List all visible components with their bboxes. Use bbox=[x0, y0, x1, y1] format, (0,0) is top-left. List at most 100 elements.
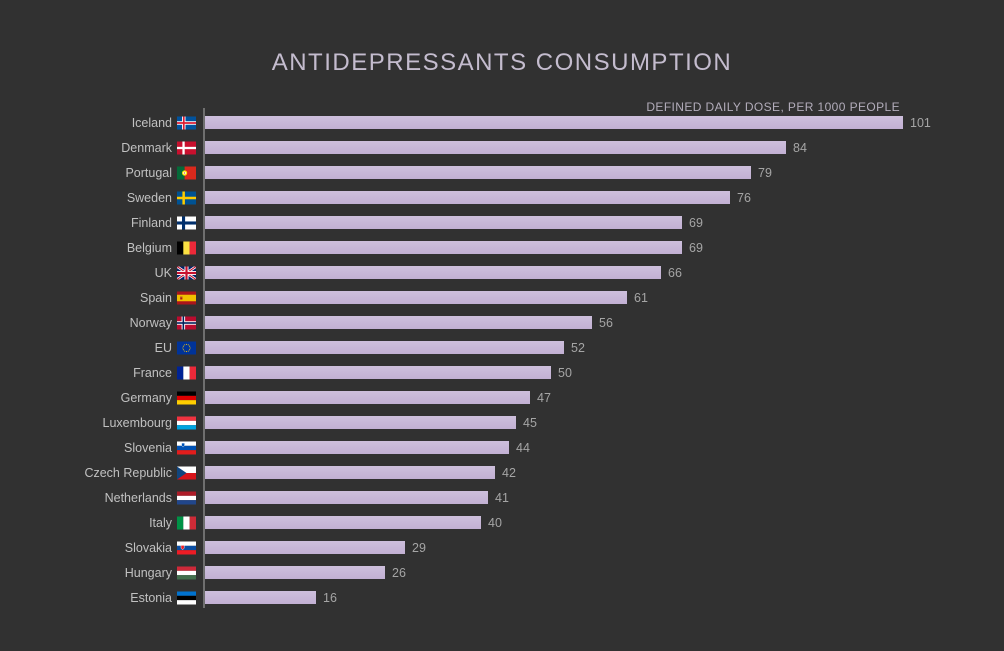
value-label: 56 bbox=[599, 315, 613, 330]
country-label: Finland bbox=[131, 215, 172, 230]
france-flag-icon bbox=[177, 366, 196, 379]
category-axis-line bbox=[203, 108, 205, 608]
value-label: 41 bbox=[495, 490, 509, 505]
value-label: 40 bbox=[488, 515, 502, 530]
germany-flag-icon bbox=[177, 391, 196, 404]
bar-rows: Iceland 101 Denmark 84 Portugal 79 Sweden 76 Fin… bbox=[0, 110, 1004, 610]
finland-flag-icon bbox=[177, 216, 196, 229]
hungary-flag-icon bbox=[177, 566, 196, 579]
country-label: Slovenia bbox=[124, 440, 172, 455]
value-bar bbox=[205, 316, 592, 329]
value-bar bbox=[205, 391, 530, 404]
bar-row: Spain 61 bbox=[0, 285, 1004, 310]
iceland-flag-icon bbox=[177, 116, 196, 129]
bar-row: Estonia 16 bbox=[0, 585, 1004, 610]
value-bar bbox=[205, 191, 730, 204]
country-label: Sweden bbox=[126, 190, 172, 205]
value-bar bbox=[205, 591, 316, 604]
bar-row: EU 52 bbox=[0, 335, 1004, 360]
bar-row: Italy 40 bbox=[0, 510, 1004, 535]
value-bar bbox=[205, 366, 551, 379]
value-bar bbox=[205, 541, 405, 554]
value-label: 101 bbox=[910, 115, 931, 130]
value-label: 42 bbox=[502, 465, 516, 480]
value-label: 66 bbox=[668, 265, 682, 280]
country-label: Iceland bbox=[131, 115, 172, 130]
value-label: 44 bbox=[516, 440, 530, 455]
value-bar bbox=[205, 291, 627, 304]
value-label: 50 bbox=[558, 365, 572, 380]
czech-republic-flag-icon bbox=[177, 466, 196, 479]
country-label: Spain bbox=[140, 290, 172, 305]
value-label: 29 bbox=[412, 540, 426, 555]
italy-flag-icon bbox=[177, 516, 196, 529]
value-axis-caption: DEFINED DAILY DOSE, PER 1000 PEOPLE bbox=[646, 100, 900, 114]
value-label: 84 bbox=[793, 140, 807, 155]
bar-row: Germany 47 bbox=[0, 385, 1004, 410]
value-label: 45 bbox=[523, 415, 537, 430]
bar-row: Denmark 84 bbox=[0, 135, 1004, 160]
portugal-flag-icon bbox=[177, 166, 196, 179]
country-label: Norway bbox=[129, 315, 172, 330]
norway-flag-icon bbox=[177, 316, 196, 329]
bar-row: Portugal 79 bbox=[0, 160, 1004, 185]
bar-row: Slovakia 29 bbox=[0, 535, 1004, 560]
netherlands-flag-icon bbox=[177, 491, 196, 504]
bar-row: Iceland 101 bbox=[0, 110, 1004, 135]
value-bar bbox=[205, 141, 786, 154]
country-label: Denmark bbox=[121, 140, 172, 155]
country-label: Hungary bbox=[124, 565, 172, 580]
value-bar bbox=[205, 166, 751, 179]
value-label: 61 bbox=[634, 290, 648, 305]
bar-row: Netherlands 41 bbox=[0, 485, 1004, 510]
bar-row: France 50 bbox=[0, 360, 1004, 385]
eu-flag-icon bbox=[177, 341, 196, 354]
slovenia-flag-icon bbox=[177, 441, 196, 454]
chart-title: ANTIDEPRESSANTS CONSUMPTION bbox=[271, 49, 733, 76]
slovakia-flag-icon bbox=[177, 541, 196, 554]
spain-flag-icon bbox=[177, 291, 196, 304]
value-bar bbox=[205, 266, 661, 279]
value-label: 26 bbox=[392, 565, 406, 580]
value-label: 76 bbox=[737, 190, 751, 205]
value-bar bbox=[205, 241, 682, 254]
value-bar bbox=[205, 466, 495, 479]
country-label: UK bbox=[154, 265, 172, 280]
bar-row: Czech Republic 42 bbox=[0, 460, 1004, 485]
value-bar bbox=[205, 341, 564, 354]
value-bar bbox=[205, 441, 509, 454]
value-bar bbox=[205, 516, 481, 529]
bar-row: Norway 56 bbox=[0, 310, 1004, 335]
value-bar bbox=[205, 566, 385, 579]
bar-row: Sweden 76 bbox=[0, 185, 1004, 210]
bar-row: Hungary 26 bbox=[0, 560, 1004, 585]
bar-row: Belgium 69 bbox=[0, 235, 1004, 260]
sweden-flag-icon bbox=[177, 191, 196, 204]
country-label: Portugal bbox=[125, 165, 172, 180]
value-label: 52 bbox=[571, 340, 585, 355]
estonia-flag-icon bbox=[177, 591, 196, 604]
denmark-flag-icon bbox=[177, 141, 196, 154]
uk-flag-icon bbox=[177, 266, 196, 279]
country-label: France bbox=[133, 365, 172, 380]
country-label: Netherlands bbox=[104, 490, 172, 505]
luxembourg-flag-icon bbox=[177, 416, 196, 429]
country-label: Estonia bbox=[130, 590, 172, 605]
value-label: 47 bbox=[537, 390, 551, 405]
value-bar bbox=[205, 416, 516, 429]
value-bar bbox=[205, 116, 903, 129]
country-label: EU bbox=[154, 340, 172, 355]
value-label: 69 bbox=[689, 240, 703, 255]
belgium-flag-icon bbox=[177, 241, 196, 254]
bar-row: Slovenia 44 bbox=[0, 435, 1004, 460]
country-label: Belgium bbox=[126, 240, 172, 255]
country-label: Luxembourg bbox=[102, 415, 173, 430]
country-label: Slovakia bbox=[124, 540, 172, 555]
country-label: Germany bbox=[120, 390, 172, 405]
value-bar bbox=[205, 216, 682, 229]
value-label: 16 bbox=[323, 590, 337, 605]
country-label: Italy bbox=[149, 515, 172, 530]
bar-row: Finland 69 bbox=[0, 210, 1004, 235]
bar-row: UK 66 bbox=[0, 260, 1004, 285]
